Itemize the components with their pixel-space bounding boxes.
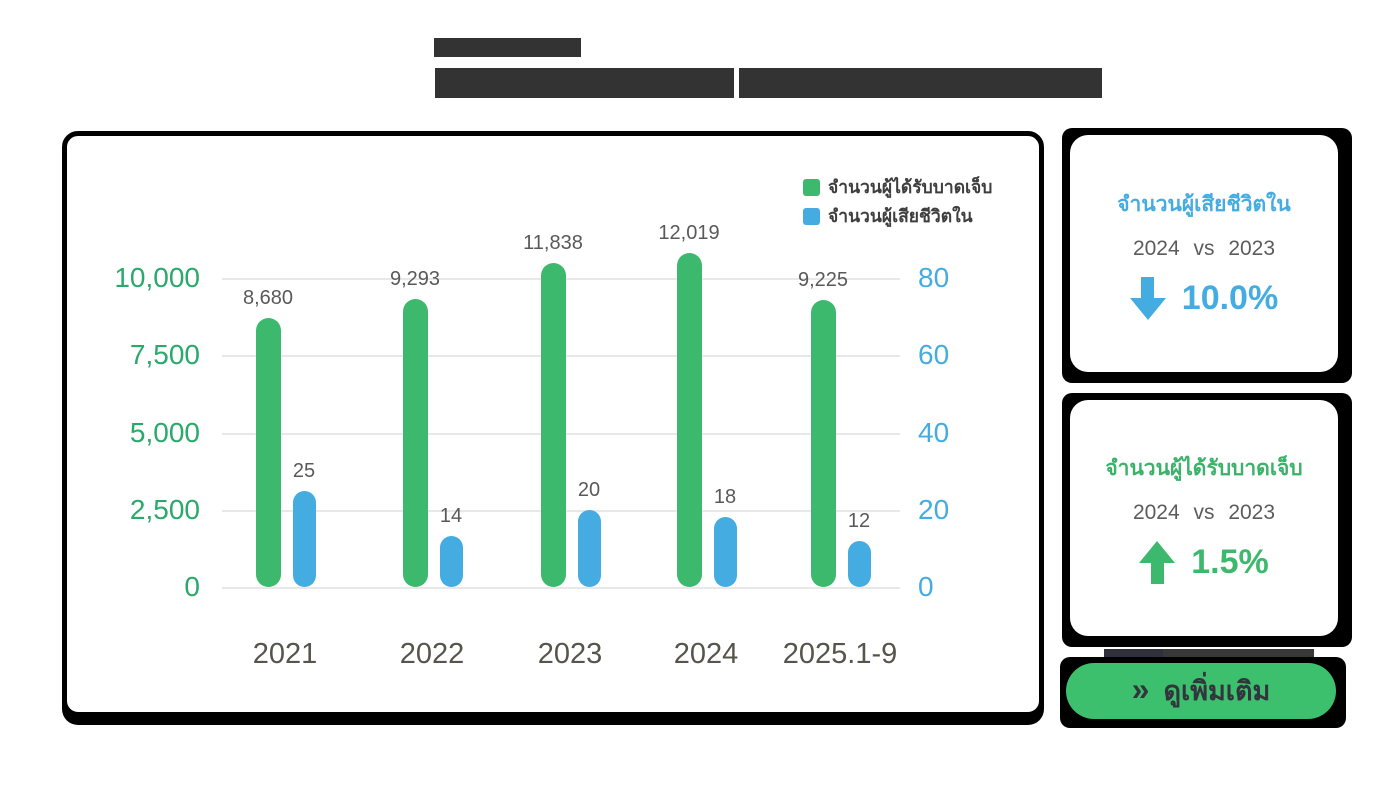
- injured-bar-2025.1-9: [811, 300, 836, 587]
- injured-bar-2023: [541, 263, 566, 587]
- stat-card-deaths: จำนวนผู้เสียชีวิตใน 2024 vs 2023 10.0%: [1062, 128, 1352, 383]
- trend-up-arrow-icon: [1139, 541, 1176, 584]
- deaths-value-label: 14: [439, 505, 463, 527]
- injured-bar-2021: [256, 318, 281, 587]
- deaths-value-label: 12: [847, 510, 871, 532]
- x-axis-label: 2024: [673, 638, 739, 670]
- right-axis-tick: 60: [918, 339, 950, 370]
- redacted-subtitle-block: [434, 38, 581, 57]
- injured-value-label: 9,293: [389, 268, 441, 290]
- deaths-value-label: 20: [577, 479, 601, 501]
- left-axis-tick: 10,000: [114, 262, 200, 293]
- injured-bar-2024: [677, 253, 702, 587]
- legend-label-deaths: จำนวนผู้เสียชีวิตใน: [828, 206, 973, 226]
- right-axis-tick: 80: [918, 262, 950, 293]
- deaths-value-label: 18: [713, 486, 737, 508]
- left-axis-tick: 2,500: [129, 494, 200, 525]
- injured-value-label: 11,838: [523, 232, 583, 254]
- right-axis-tick: 0: [918, 571, 934, 602]
- double-chevron-icon: »: [1131, 671, 1150, 707]
- stat-card-injured-compare: 2024 vs 2023: [1132, 501, 1276, 524]
- left-axis-tick: 5,000: [129, 417, 200, 448]
- x-axis-label: 2023: [537, 638, 603, 670]
- x-axis-label: 2025.1-9: [782, 638, 898, 670]
- legend-row-deaths: จำนวนผู้เสียชีวิตใน: [803, 206, 973, 226]
- deaths-bar-2025.1-9: [848, 541, 871, 587]
- deaths-bar-2021: [293, 491, 316, 587]
- stat-card-injured-percent: 1.5%: [1191, 543, 1269, 581]
- left-axis-tick: 0: [184, 571, 200, 602]
- legend-swatch-injured-icon: [803, 178, 820, 196]
- stat-card-deaths-title: จำนวนผู้เสียชีวิตใน: [1117, 192, 1291, 216]
- legend-row-injured: จำนวนผู้ได้รับบาดเจ็บ: [803, 177, 992, 197]
- stat-card-injured-title: จำนวนผู้ได้รับบาดเจ็บ: [1105, 457, 1303, 480]
- trend-down-arrow-icon: [1129, 276, 1166, 320]
- right-axis-tick: 40: [918, 417, 950, 448]
- injured-value-label: 9,225: [797, 269, 849, 291]
- stat-card-deaths-compare: 2024 vs 2023: [1132, 236, 1276, 260]
- x-axis-label: 2022: [399, 638, 465, 670]
- injured-value-label: 8,680: [242, 287, 294, 309]
- deaths-bar-2022: [440, 536, 463, 587]
- injured-bar-2022: [403, 299, 428, 587]
- see-more-label: ดูเพิ่มเติม: [1163, 675, 1271, 706]
- injured-value-label: 12,019: [658, 222, 720, 244]
- deaths-bar-2024: [714, 517, 737, 587]
- see-more-button-frame: » ดูเพิ่มเติม: [1060, 657, 1346, 728]
- redacted-title-block-right: [739, 68, 1102, 98]
- gridline: [222, 587, 900, 589]
- redacted-strip: [1104, 649, 1314, 659]
- see-more-button[interactable]: » ดูเพิ่มเติม: [1066, 663, 1336, 719]
- left-axis-tick: 7,500: [129, 339, 200, 370]
- deaths-bar-2023: [578, 510, 601, 587]
- right-axis-tick: 20: [918, 494, 950, 525]
- redacted-title-block-left: [435, 68, 734, 98]
- legend-label-injured: จำนวนผู้ได้รับบาดเจ็บ: [828, 177, 993, 197]
- legend-swatch-deaths-icon: [803, 207, 820, 225]
- deaths-value-label: 25: [292, 460, 316, 482]
- stat-card-deaths-percent: 10.0%: [1181, 278, 1279, 317]
- x-axis-label: 2021: [252, 638, 318, 670]
- stat-card-injured: จำนวนผู้ได้รับบาดเจ็บ 2024 vs 2023 1.5%: [1062, 393, 1352, 647]
